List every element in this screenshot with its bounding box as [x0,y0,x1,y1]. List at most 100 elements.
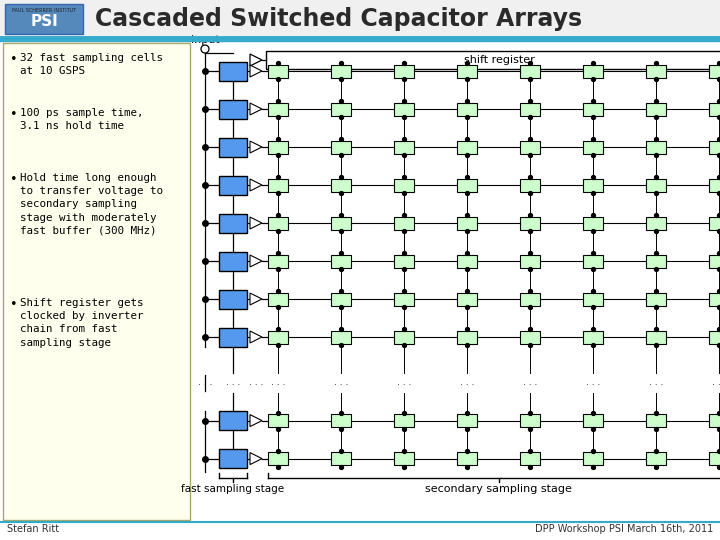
Text: Shift register gets
clocked by inverter
chain from fast
sampling stage: Shift register gets clocked by inverter … [20,298,143,348]
FancyBboxPatch shape [268,64,288,78]
Text: . . .: . . . [198,378,212,387]
Text: input: input [191,35,220,45]
FancyBboxPatch shape [520,452,540,465]
FancyBboxPatch shape [394,103,414,116]
FancyBboxPatch shape [268,217,288,230]
Text: PAUL SCHERRER INSTITUT: PAUL SCHERRER INSTITUT [12,9,76,14]
Text: . . .: . . . [523,378,537,387]
FancyBboxPatch shape [394,414,414,427]
Text: •: • [10,298,17,311]
FancyBboxPatch shape [709,452,720,465]
FancyBboxPatch shape [457,330,477,343]
FancyBboxPatch shape [331,414,351,427]
FancyBboxPatch shape [709,254,720,267]
FancyBboxPatch shape [394,179,414,192]
FancyBboxPatch shape [583,179,603,192]
FancyBboxPatch shape [331,254,351,267]
Text: . . .: . . . [271,378,285,387]
FancyBboxPatch shape [583,64,603,78]
FancyBboxPatch shape [520,254,540,267]
FancyBboxPatch shape [520,140,540,153]
FancyBboxPatch shape [268,414,288,427]
FancyBboxPatch shape [219,327,247,347]
Text: Stefan Ritt: Stefan Ritt [7,524,59,534]
FancyBboxPatch shape [520,103,540,116]
FancyBboxPatch shape [646,452,666,465]
FancyBboxPatch shape [219,138,247,157]
FancyBboxPatch shape [219,411,247,430]
Text: •: • [10,108,17,121]
Text: . . .: . . . [397,378,411,387]
FancyBboxPatch shape [331,330,351,343]
FancyBboxPatch shape [520,217,540,230]
FancyBboxPatch shape [520,293,540,306]
FancyBboxPatch shape [331,452,351,465]
FancyBboxPatch shape [583,452,603,465]
FancyBboxPatch shape [268,293,288,306]
Text: Cascaded Switched Capacitor Arrays: Cascaded Switched Capacitor Arrays [95,7,582,31]
FancyBboxPatch shape [709,140,720,153]
Text: fast sampling stage: fast sampling stage [181,484,284,494]
Polygon shape [250,255,262,267]
FancyBboxPatch shape [331,103,351,116]
FancyBboxPatch shape [457,452,477,465]
Circle shape [201,45,209,53]
Text: 100 ps sample time,
3.1 ns hold time: 100 ps sample time, 3.1 ns hold time [20,108,143,131]
FancyBboxPatch shape [331,140,351,153]
FancyBboxPatch shape [394,254,414,267]
Polygon shape [250,415,262,427]
FancyBboxPatch shape [583,254,603,267]
FancyBboxPatch shape [219,176,247,194]
FancyBboxPatch shape [583,103,603,116]
FancyBboxPatch shape [646,179,666,192]
FancyBboxPatch shape [268,140,288,153]
FancyBboxPatch shape [457,179,477,192]
FancyBboxPatch shape [457,140,477,153]
Polygon shape [250,179,262,191]
FancyBboxPatch shape [266,51,720,69]
Text: . . .: . . . [649,378,663,387]
FancyBboxPatch shape [219,252,247,271]
FancyBboxPatch shape [219,449,247,468]
FancyBboxPatch shape [520,64,540,78]
Text: shift register: shift register [464,55,535,65]
FancyBboxPatch shape [457,103,477,116]
FancyBboxPatch shape [331,179,351,192]
FancyBboxPatch shape [646,64,666,78]
FancyBboxPatch shape [709,414,720,427]
FancyBboxPatch shape [646,140,666,153]
FancyBboxPatch shape [583,414,603,427]
FancyBboxPatch shape [268,103,288,116]
Text: Hold time long enough
to transfer voltage to
secondary sampling
stage with moder: Hold time long enough to transfer voltag… [20,173,163,236]
FancyBboxPatch shape [646,330,666,343]
FancyBboxPatch shape [646,217,666,230]
Polygon shape [250,331,262,343]
FancyBboxPatch shape [520,330,540,343]
FancyBboxPatch shape [646,293,666,306]
FancyBboxPatch shape [219,99,247,118]
FancyBboxPatch shape [331,217,351,230]
FancyBboxPatch shape [709,293,720,306]
FancyBboxPatch shape [331,64,351,78]
Text: . . .: . . . [586,378,600,387]
Polygon shape [250,293,262,305]
FancyBboxPatch shape [583,140,603,153]
FancyBboxPatch shape [268,330,288,343]
FancyBboxPatch shape [394,64,414,78]
FancyBboxPatch shape [457,217,477,230]
FancyBboxPatch shape [394,330,414,343]
Text: secondary sampling stage: secondary sampling stage [425,484,572,494]
FancyBboxPatch shape [709,217,720,230]
FancyBboxPatch shape [394,217,414,230]
Text: PSI: PSI [30,15,58,30]
FancyBboxPatch shape [219,213,247,233]
FancyBboxPatch shape [268,254,288,267]
Text: . . .: . . . [460,378,474,387]
FancyBboxPatch shape [583,217,603,230]
Text: . . .: . . . [334,378,348,387]
FancyBboxPatch shape [457,293,477,306]
FancyBboxPatch shape [268,452,288,465]
FancyBboxPatch shape [5,4,83,34]
FancyBboxPatch shape [394,293,414,306]
FancyBboxPatch shape [3,43,190,520]
